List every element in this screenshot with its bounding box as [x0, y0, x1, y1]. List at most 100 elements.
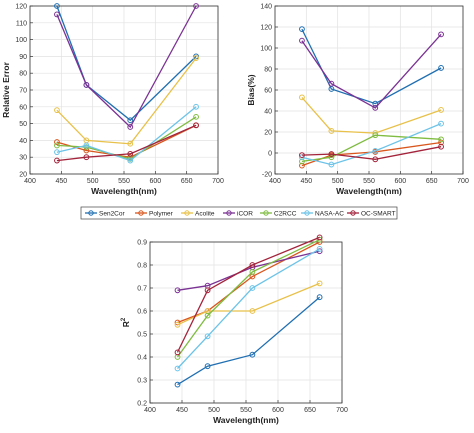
data-point: [54, 139, 60, 145]
data-point: [438, 136, 444, 143]
series-line-c2rcc: [176, 239, 320, 358]
legend-item-sen2cor: Sen2Cor: [85, 210, 125, 217]
legend-label: C2RCC: [274, 210, 297, 217]
data-point: [174, 287, 181, 294]
legend-label: Sen2Cor: [99, 210, 125, 217]
y-tick-label: 60: [264, 88, 272, 95]
y-tick-label: 40: [19, 138, 27, 145]
y-tick-label: 50: [19, 121, 27, 128]
series-line-sen2cor: [56, 5, 197, 122]
series-line-oc-smart: [176, 236, 320, 353]
data-point: [372, 156, 379, 163]
y-tick-label: 80: [264, 67, 272, 74]
y-axis-label-text: R: [121, 321, 131, 327]
data-point: [316, 248, 323, 255]
y-tick-label: 0: [268, 151, 272, 158]
data-point: [127, 117, 134, 124]
y-axis-label-text: Relative Error: [1, 61, 11, 117]
data-point: [316, 236, 323, 243]
data-point: [204, 333, 211, 340]
series-line-nasa-ac: [177, 248, 320, 369]
y-axis-label-superscript: 2: [121, 317, 127, 321]
x-tick-label: 450: [300, 178, 312, 185]
series-line-oc-smart: [56, 124, 197, 162]
series-line-nasa-ac: [56, 106, 197, 162]
x-tick-label: 550: [363, 178, 375, 185]
data-point: [299, 152, 305, 159]
data-point: [299, 162, 305, 169]
y-tick-label: 140: [260, 4, 272, 11]
x-tick-label: 500: [208, 407, 220, 414]
data-point: [328, 161, 335, 168]
data-point: [54, 107, 60, 114]
legend-item-icor: iCOR: [223, 210, 253, 217]
data-point: [54, 3, 60, 9]
x-tick-label: 650: [181, 178, 193, 185]
legend-swatch-marker: [138, 210, 144, 216]
data-point: [372, 148, 379, 154]
legend-swatch-marker: [304, 210, 310, 216]
data-point: [193, 55, 199, 61]
x-tick-label: 700: [457, 178, 469, 185]
y-tick-label: 90: [19, 54, 27, 61]
data-point: [299, 37, 305, 44]
data-point: [204, 287, 211, 294]
data-point: [54, 142, 60, 149]
y-tick-label: 70: [19, 88, 27, 95]
series-line-sen2cor: [177, 296, 321, 386]
x-tick-label: 700: [212, 178, 224, 185]
y-tick-label: 0.6: [137, 309, 147, 316]
data-point: [174, 381, 181, 388]
series-line-oc-smart: [301, 146, 442, 160]
data-point: [299, 158, 305, 165]
data-point: [438, 139, 444, 146]
x-tick-label: 600: [149, 178, 161, 185]
legend-swatch-marker: [184, 210, 190, 216]
data-point: [83, 82, 90, 88]
data-point: [316, 280, 323, 287]
data-point: [438, 31, 444, 38]
y-tick-label: 0.5: [137, 332, 147, 339]
x-axis-label: Wavelength(nm): [213, 415, 279, 425]
y-tick-label: 100: [260, 46, 272, 53]
y-tick-label: -20: [262, 172, 272, 179]
data-point: [127, 124, 134, 130]
y-tick-label: 0.9: [137, 240, 147, 247]
data-point: [316, 234, 323, 241]
chart-panel-3: 400 450 500 550 600 650 700 0.2 0.3 0.4 0.5 0.6 0.7 0…: [121, 234, 348, 425]
data-point: [54, 157, 60, 164]
data-point: [204, 312, 211, 319]
y-tick-label: 40: [264, 109, 272, 116]
legend-item-oc-smart: OC-SMART: [347, 210, 396, 217]
data-point: [249, 262, 256, 268]
y-tick-label: 20: [264, 130, 272, 137]
y-tick-label: 0.7: [137, 286, 147, 293]
data-point: [372, 104, 379, 111]
data-point: [54, 149, 60, 156]
y-tick-label: 20: [19, 172, 27, 179]
plot-frame: [149, 241, 343, 404]
legend-item-nasa-ac: NASA-AC: [301, 210, 344, 217]
series-line-icor: [177, 250, 320, 291]
y-tick-label: 110: [16, 20, 27, 27]
y-axis-label: Bias(%): [246, 74, 256, 105]
data-point: [193, 3, 199, 9]
data-point: [174, 349, 181, 356]
y-tick-label: 100: [15, 37, 27, 44]
legend-swatch-marker: [88, 210, 94, 216]
data-point: [299, 26, 305, 33]
data-point: [328, 154, 335, 161]
y-tick-label: 0.4: [137, 355, 147, 362]
y-tick-label: 80: [19, 71, 27, 78]
y-axis-label: R2: [121, 317, 131, 327]
data-point: [438, 107, 444, 113]
legend-label: OC-SMART: [361, 210, 396, 217]
legend-label: Polymer: [149, 210, 174, 217]
y-tick-label: 0.8: [137, 263, 147, 270]
x-tick-label: 600: [272, 407, 284, 414]
data-point: [127, 150, 134, 157]
x-tick-label: 600: [394, 178, 406, 185]
data-point: [328, 128, 335, 134]
data-point: [328, 80, 335, 87]
series-line-acolite: [177, 282, 320, 326]
